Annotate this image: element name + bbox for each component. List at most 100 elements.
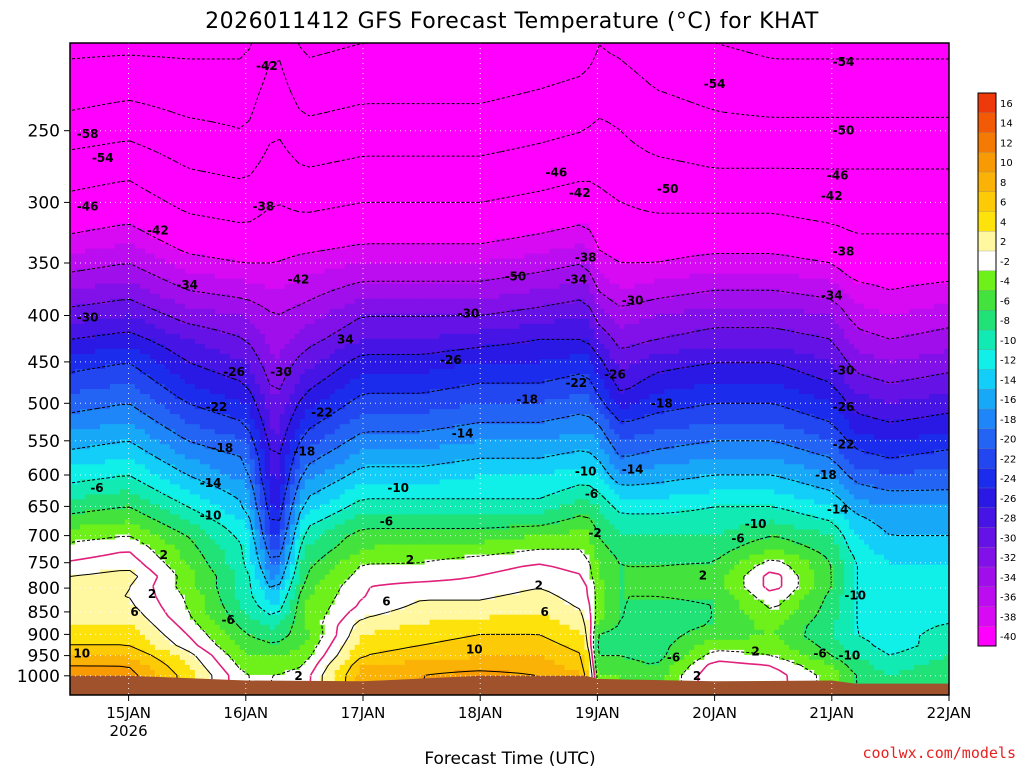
temperature-cell xyxy=(434,73,441,79)
temperature-cell xyxy=(604,153,610,159)
temperature-cell xyxy=(554,63,561,69)
temperature-cell xyxy=(259,98,266,104)
temperature-cell xyxy=(314,73,321,79)
temperature-cell xyxy=(324,178,331,185)
temperature-cell xyxy=(364,98,371,104)
temperature-cell xyxy=(449,148,456,154)
temperature-cell xyxy=(209,48,216,54)
temperature-cell xyxy=(309,88,316,94)
temperature-cell xyxy=(854,43,860,49)
temperature-cell xyxy=(664,153,670,159)
temperature-cell xyxy=(489,143,496,149)
temperature-cell xyxy=(379,83,386,89)
temperature-cell xyxy=(659,158,665,164)
temperature-cell xyxy=(589,168,595,174)
temperature-cell xyxy=(79,43,86,49)
temperature-cell xyxy=(439,88,446,94)
temperature-cell xyxy=(459,93,466,99)
temperature-cell xyxy=(769,43,775,49)
temperature-cell xyxy=(414,68,421,74)
temperature-cell xyxy=(504,178,511,185)
temperature-cell xyxy=(904,138,910,144)
temperature-cell xyxy=(649,43,655,49)
temperature-cell xyxy=(224,103,231,109)
temperature-cell xyxy=(509,88,516,94)
temperature-cell xyxy=(664,138,670,144)
temperature-cell xyxy=(899,43,905,49)
temperature-cell xyxy=(304,143,311,149)
temperature-cell xyxy=(499,153,506,159)
temperature-cell xyxy=(879,168,885,174)
temperature-cell xyxy=(114,113,121,119)
temperature-cell xyxy=(189,88,196,94)
temperature-cell xyxy=(369,98,376,104)
temperature-cell xyxy=(939,158,945,164)
temperature-cell xyxy=(524,48,531,54)
temperature-cell xyxy=(314,58,321,64)
temperature-cell xyxy=(594,173,600,180)
temperature-cell xyxy=(204,128,211,134)
temperature-cell xyxy=(194,118,201,124)
temperature-cell xyxy=(124,73,131,79)
temperature-cell xyxy=(424,118,431,124)
temperature-cell xyxy=(104,63,111,69)
temperature-cell xyxy=(289,43,296,49)
temperature-cell xyxy=(259,128,266,134)
temperature-cell xyxy=(299,58,306,64)
temperature-cell xyxy=(394,158,401,164)
temperature-cell xyxy=(204,58,211,64)
temperature-cell xyxy=(334,178,341,185)
temperature-cell xyxy=(529,133,536,139)
temperature-cell xyxy=(179,58,186,64)
temperature-cell xyxy=(449,78,456,84)
temperature-cell xyxy=(504,108,511,114)
temperature-cell xyxy=(509,83,516,89)
temperature-cell xyxy=(119,58,126,64)
temperature-cell xyxy=(619,178,625,185)
temperature-cell xyxy=(524,68,531,74)
temperature-cell xyxy=(84,108,91,114)
temperature-cell xyxy=(469,168,476,174)
temperature-cell xyxy=(84,68,91,74)
temperature-cell xyxy=(439,178,446,185)
temperature-cell xyxy=(439,163,446,169)
temperature-cell xyxy=(524,123,531,129)
temperature-cell xyxy=(364,133,371,139)
temperature-cell xyxy=(744,118,750,124)
temperature-cell xyxy=(459,143,466,149)
temperature-cell xyxy=(414,173,421,180)
temperature-cell xyxy=(99,43,106,49)
temperature-cell xyxy=(374,58,381,64)
temperature-cell xyxy=(114,68,121,74)
temperature-cell xyxy=(154,83,161,89)
temperature-cell xyxy=(404,73,411,79)
temperature-cell xyxy=(239,168,246,174)
temperature-cell xyxy=(359,163,366,169)
temperature-cell xyxy=(109,148,116,154)
temperature-cell xyxy=(644,73,650,79)
temperature-cell xyxy=(109,133,116,139)
temperature-cell xyxy=(459,173,466,180)
temperature-cell xyxy=(784,53,790,59)
temperature-cell xyxy=(864,153,870,159)
temperature-cell xyxy=(809,108,815,114)
temperature-cell xyxy=(309,173,316,180)
temperature-cell xyxy=(569,163,576,169)
temperature-cell xyxy=(494,63,501,69)
temperature-cell xyxy=(89,138,96,144)
temperature-cell xyxy=(174,78,181,84)
temperature-cell xyxy=(444,128,451,134)
temperature-cell xyxy=(369,173,376,180)
temperature-cell xyxy=(774,113,780,119)
temperature-cell xyxy=(669,103,675,109)
temperature-cell xyxy=(869,58,875,64)
temperature-cell xyxy=(704,178,710,185)
temperature-cell xyxy=(859,43,865,49)
temperature-cell xyxy=(484,178,491,185)
temperature-cell xyxy=(814,123,820,129)
temperature-cell xyxy=(754,128,760,134)
temperature-cell xyxy=(219,108,226,114)
temperature-cell xyxy=(454,173,461,180)
temperature-cell xyxy=(70,83,76,89)
temperature-cell xyxy=(364,68,371,74)
